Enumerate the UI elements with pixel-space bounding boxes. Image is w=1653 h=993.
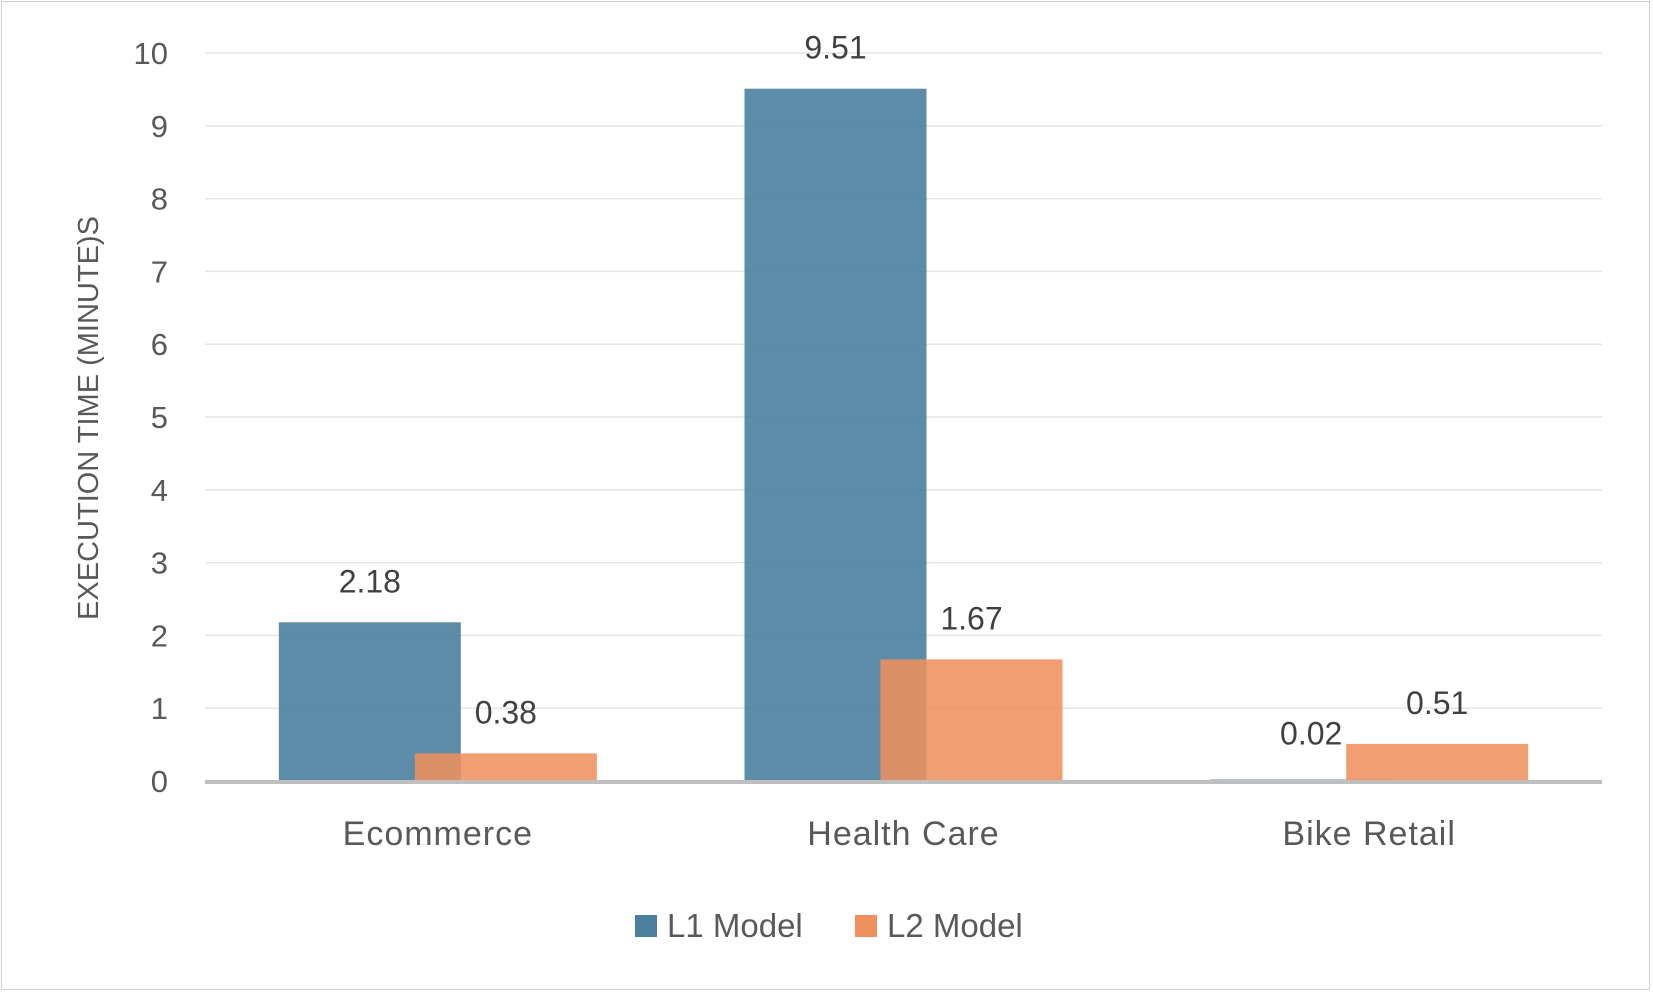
y-tick-label-1: 1 <box>151 691 168 726</box>
y-tick-label-10: 10 <box>134 36 168 71</box>
y-tick-label-2: 2 <box>151 618 168 653</box>
data-label-l2-model-2: 0.51 <box>1406 685 1468 721</box>
category-label-bike-retail: Bike Retail <box>1282 815 1456 853</box>
y-axis-title: EXECUTION TIME (MINUTE)S <box>73 216 105 620</box>
y-axis-ticks: 0 1 2 3 4 5 6 7 8 9 10 <box>134 36 168 799</box>
y-tick-label-6: 6 <box>151 327 168 362</box>
data-label-l1-model-1: 9.51 <box>804 30 866 66</box>
y-tick-label-8: 8 <box>151 182 168 217</box>
y-tick-label-9: 9 <box>151 109 168 144</box>
legend-swatch-l1-model <box>635 915 657 937</box>
legend-swatch-l2-model <box>855 915 877 937</box>
y-tick-label-7: 7 <box>151 254 168 289</box>
data-label-l2-model-1: 1.67 <box>940 600 1002 636</box>
legend-label-l2-model: L2 Model <box>887 907 1023 944</box>
bar-l2-model-bike-retail <box>1346 743 1529 781</box>
category-label-health-care: Health Care <box>807 815 999 853</box>
bars <box>278 88 1529 781</box>
y-tick-label-4: 4 <box>151 473 168 508</box>
legend-label-l1-model: L1 Model <box>667 907 803 944</box>
data-label-l2-model-0: 0.38 <box>475 694 537 730</box>
y-tick-label-0: 0 <box>151 764 168 799</box>
category-labels: Ecommerce Health Care Bike Retail <box>343 815 1456 853</box>
bar-l2-model-ecommerce <box>414 753 597 781</box>
y-tick-label-3: 3 <box>151 546 168 581</box>
bar-l2-model-health-care <box>880 659 1063 781</box>
data-label-l1-model-2: 0.02 <box>1280 716 1342 752</box>
y-tick-label-5: 5 <box>151 400 168 435</box>
legend: L1 Model L2 Model <box>635 907 1023 944</box>
data-label-l1-model-0: 2.18 <box>339 563 401 599</box>
category-label-ecommerce: Ecommerce <box>343 815 533 853</box>
data-labels: 2.18 9.51 0.02 0.38 1.67 0.51 <box>339 30 1469 752</box>
